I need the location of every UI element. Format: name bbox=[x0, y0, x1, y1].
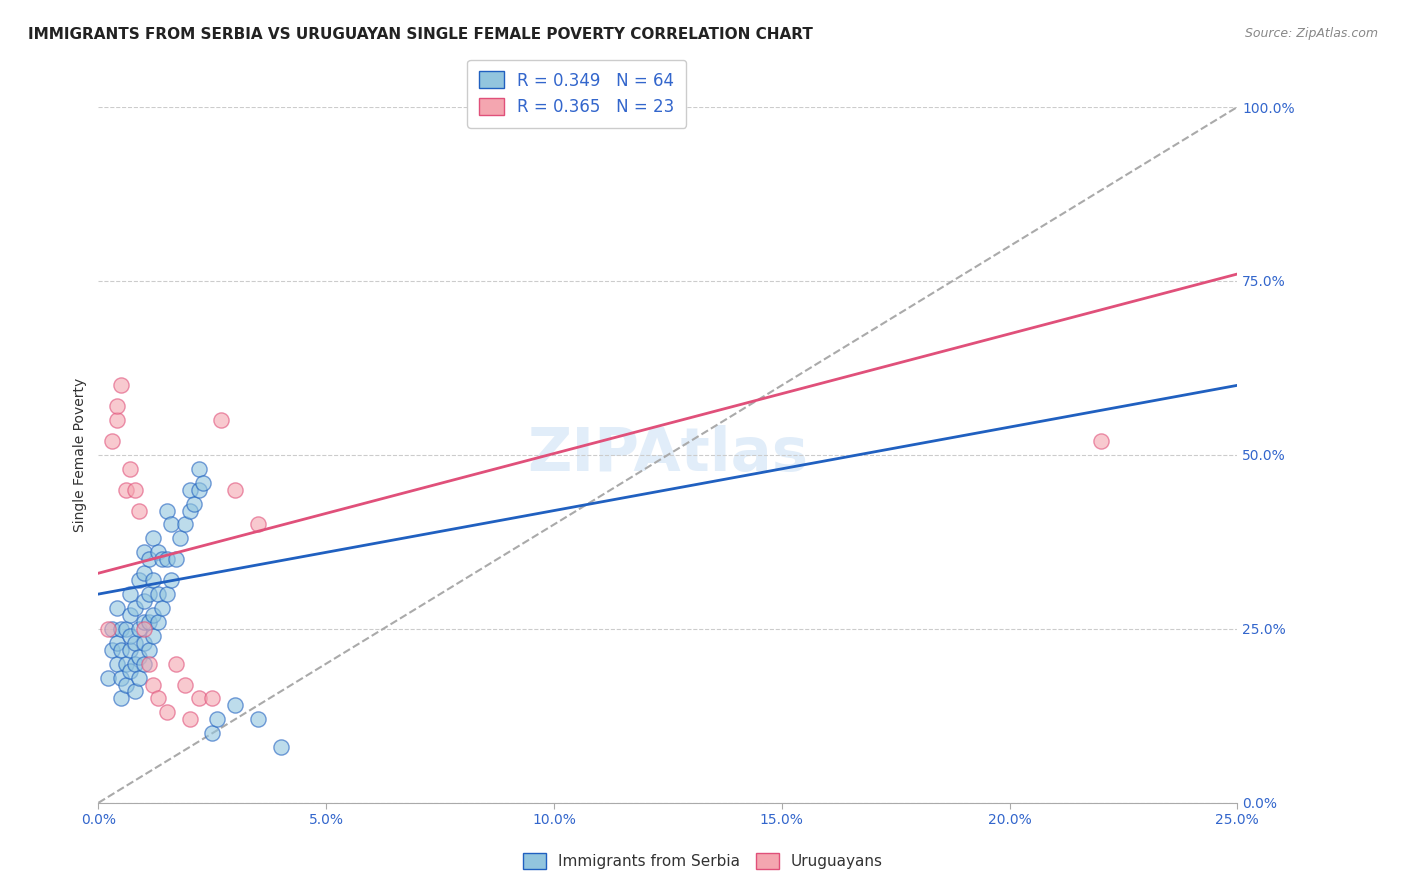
Uruguayans bbox=[132, 622, 155, 636]
Uruguayans bbox=[209, 413, 232, 427]
Immigrants from Serbia bbox=[270, 740, 292, 755]
Uruguayans bbox=[146, 691, 169, 706]
Immigrants from Serbia bbox=[142, 607, 165, 622]
Uruguayans bbox=[96, 622, 118, 636]
Immigrants from Serbia bbox=[96, 671, 118, 685]
Immigrants from Serbia bbox=[138, 552, 160, 566]
Immigrants from Serbia bbox=[124, 657, 146, 671]
Immigrants from Serbia bbox=[142, 532, 165, 546]
Immigrants from Serbia bbox=[187, 483, 209, 497]
Immigrants from Serbia bbox=[138, 615, 160, 629]
Immigrants from Serbia bbox=[120, 587, 142, 601]
Immigrants from Serbia bbox=[114, 677, 136, 691]
Uruguayans bbox=[101, 434, 124, 448]
Immigrants from Serbia bbox=[120, 664, 142, 678]
Immigrants from Serbia bbox=[110, 622, 132, 636]
Legend: R = 0.349   N = 64, R = 0.365   N = 23: R = 0.349 N = 64, R = 0.365 N = 23 bbox=[467, 60, 686, 128]
Immigrants from Serbia bbox=[120, 642, 142, 657]
Immigrants from Serbia bbox=[160, 517, 183, 532]
Immigrants from Serbia bbox=[169, 532, 191, 546]
Immigrants from Serbia bbox=[128, 671, 150, 685]
Immigrants from Serbia bbox=[150, 601, 173, 615]
Immigrants from Serbia bbox=[128, 573, 150, 587]
Immigrants from Serbia bbox=[132, 657, 155, 671]
Immigrants from Serbia bbox=[128, 622, 150, 636]
Uruguayans bbox=[179, 712, 201, 726]
Immigrants from Serbia bbox=[124, 636, 146, 650]
Immigrants from Serbia bbox=[124, 601, 146, 615]
Immigrants from Serbia bbox=[224, 698, 246, 713]
Immigrants from Serbia bbox=[101, 642, 124, 657]
Uruguayans bbox=[201, 691, 224, 706]
Immigrants from Serbia bbox=[156, 503, 179, 517]
Uruguayans bbox=[246, 517, 269, 532]
Immigrants from Serbia bbox=[105, 657, 128, 671]
Uruguayans bbox=[1090, 434, 1112, 448]
Immigrants from Serbia bbox=[179, 503, 201, 517]
Uruguayans bbox=[165, 657, 187, 671]
Immigrants from Serbia bbox=[160, 573, 183, 587]
Text: IMMIGRANTS FROM SERBIA VS URUGUAYAN SINGLE FEMALE POVERTY CORRELATION CHART: IMMIGRANTS FROM SERBIA VS URUGUAYAN SING… bbox=[28, 27, 813, 42]
Uruguayans bbox=[124, 483, 146, 497]
Immigrants from Serbia bbox=[174, 517, 197, 532]
Text: Source: ZipAtlas.com: Source: ZipAtlas.com bbox=[1244, 27, 1378, 40]
Immigrants from Serbia bbox=[179, 483, 201, 497]
Y-axis label: Single Female Poverty: Single Female Poverty bbox=[73, 378, 87, 532]
Uruguayans bbox=[114, 483, 136, 497]
Immigrants from Serbia bbox=[120, 629, 142, 643]
Immigrants from Serbia bbox=[146, 545, 169, 559]
Uruguayans bbox=[138, 657, 160, 671]
Uruguayans bbox=[187, 691, 209, 706]
Uruguayans bbox=[110, 378, 132, 392]
Immigrants from Serbia bbox=[193, 475, 215, 490]
Uruguayans bbox=[105, 399, 128, 413]
Immigrants from Serbia bbox=[128, 649, 150, 664]
Immigrants from Serbia bbox=[156, 552, 179, 566]
Immigrants from Serbia bbox=[201, 726, 224, 740]
Uruguayans bbox=[120, 462, 142, 476]
Immigrants from Serbia bbox=[101, 622, 124, 636]
Legend: Immigrants from Serbia, Uruguayans: Immigrants from Serbia, Uruguayans bbox=[517, 847, 889, 875]
Immigrants from Serbia bbox=[205, 712, 228, 726]
Uruguayans bbox=[174, 677, 197, 691]
Immigrants from Serbia bbox=[110, 671, 132, 685]
Text: ZIPAtlas: ZIPAtlas bbox=[527, 425, 808, 484]
Immigrants from Serbia bbox=[146, 587, 169, 601]
Uruguayans bbox=[105, 413, 128, 427]
Immigrants from Serbia bbox=[142, 629, 165, 643]
Immigrants from Serbia bbox=[138, 642, 160, 657]
Uruguayans bbox=[142, 677, 165, 691]
Immigrants from Serbia bbox=[105, 601, 128, 615]
Immigrants from Serbia bbox=[114, 657, 136, 671]
Immigrants from Serbia bbox=[187, 462, 209, 476]
Immigrants from Serbia bbox=[105, 636, 128, 650]
Immigrants from Serbia bbox=[132, 594, 155, 608]
Immigrants from Serbia bbox=[142, 573, 165, 587]
Immigrants from Serbia bbox=[132, 566, 155, 581]
Immigrants from Serbia bbox=[110, 642, 132, 657]
Immigrants from Serbia bbox=[150, 552, 173, 566]
Immigrants from Serbia bbox=[183, 497, 205, 511]
Uruguayans bbox=[156, 706, 179, 720]
Immigrants from Serbia bbox=[132, 545, 155, 559]
Immigrants from Serbia bbox=[156, 587, 179, 601]
Immigrants from Serbia bbox=[124, 684, 146, 698]
Immigrants from Serbia bbox=[146, 615, 169, 629]
Immigrants from Serbia bbox=[132, 615, 155, 629]
Immigrants from Serbia bbox=[132, 636, 155, 650]
Immigrants from Serbia bbox=[114, 622, 136, 636]
Immigrants from Serbia bbox=[165, 552, 187, 566]
Immigrants from Serbia bbox=[120, 607, 142, 622]
Uruguayans bbox=[128, 503, 150, 517]
Immigrants from Serbia bbox=[110, 691, 132, 706]
Immigrants from Serbia bbox=[246, 712, 269, 726]
Uruguayans bbox=[224, 483, 246, 497]
Immigrants from Serbia bbox=[138, 587, 160, 601]
